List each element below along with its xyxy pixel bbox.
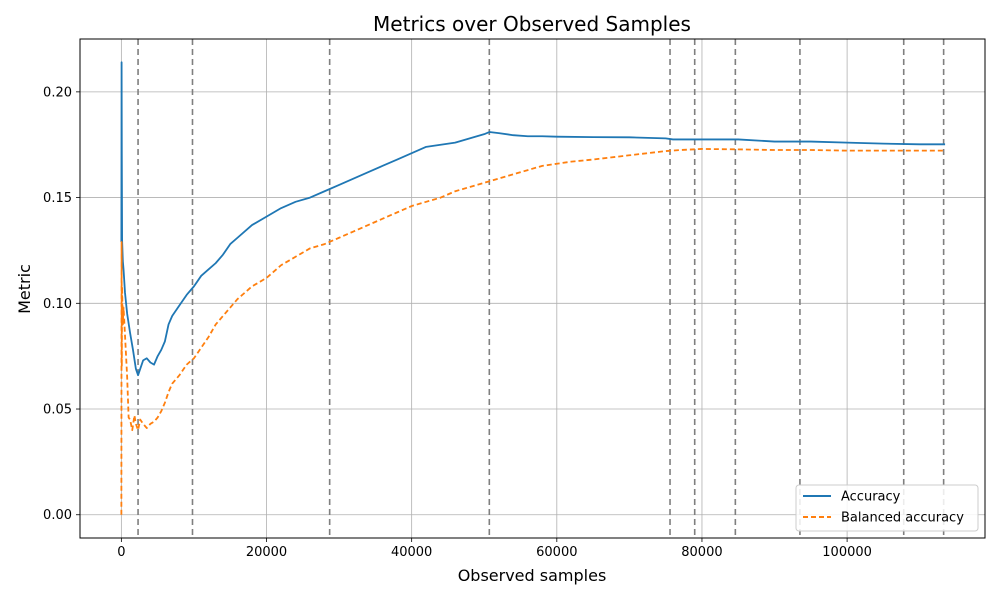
plot-area-frame [79,38,986,539]
legend-box [795,484,979,532]
x-tick-label: 0 [117,545,125,560]
y-axis-title: Metric [15,264,34,314]
x-tick-label: 60000 [536,545,577,560]
series-lines [120,61,946,515]
x-tick-label: 80000 [681,545,722,560]
event-markers [137,39,945,538]
x-tick-label: 100000 [822,545,872,560]
legend: Accuracy Balanced accuracy [795,484,979,532]
y-tick-label: 0.00 [43,508,72,523]
legend-label-balanced-accuracy: Balanced accuracy [841,511,964,526]
chart-title: Metrics over Observed Samples [373,12,691,36]
x-tick-label: 40000 [391,545,432,560]
grid-lines [80,39,985,538]
series-line-balanced-accuracy [120,148,946,515]
y-tick-label: 0.20 [43,85,72,100]
y-tick-label: 0.10 [43,297,72,312]
legend-label-accuracy: Accuracy [841,490,901,505]
x-axis-title: Observed samples [458,566,607,585]
series-line-accuracy [120,61,946,377]
y-tick-label: 0.05 [43,403,72,418]
y-tick-label: 0.15 [43,191,72,206]
axis-ticks: 0 20000 40000 60000 80000 100000 0.00 0.05 0.10 0… [43,85,872,560]
x-tick-label: 20000 [246,545,287,560]
